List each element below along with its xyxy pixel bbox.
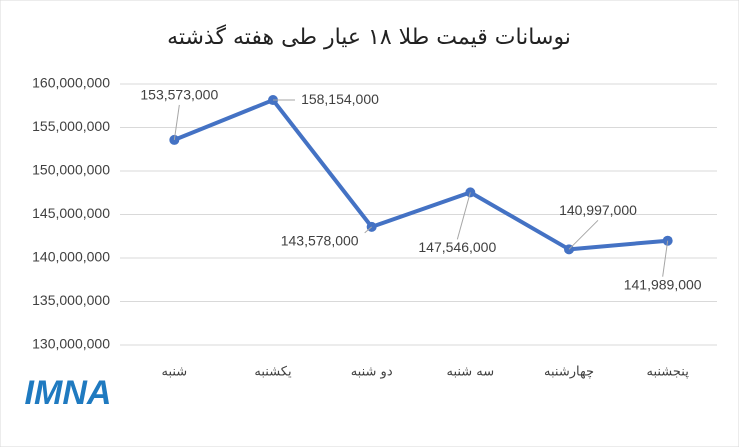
data-label: 140,997,000	[559, 202, 637, 218]
data-label: 143,578,000	[281, 233, 359, 249]
leader-line	[456, 192, 471, 240]
leader-line	[662, 240, 669, 277]
logo: IMNA	[25, 374, 112, 412]
series-line	[173, 98, 668, 252]
y-tick-label: 145,000,000	[32, 205, 110, 221]
leader-line	[568, 219, 599, 250]
data-label: 153,573,000	[140, 87, 218, 103]
x-tick-label: یکشنبه	[254, 365, 292, 380]
y-tick-label: 140,000,000	[32, 249, 110, 265]
y-tick-label: 150,000,000	[32, 162, 110, 178]
y-tick-label: 155,000,000	[32, 118, 110, 134]
y-tick-label: 135,000,000	[32, 292, 110, 308]
y-tick-label: 160,000,000	[32, 75, 110, 91]
x-tick-label: شنبه	[161, 365, 187, 380]
data-label: 158,154,000	[301, 91, 379, 107]
x-tick-label: پنجشنبه	[646, 365, 689, 380]
x-tick-label: سه شنبه	[446, 365, 494, 380]
x-tick-label: چهارشنبه	[544, 365, 594, 380]
data-label: 141,989,000	[624, 276, 702, 292]
chart-title: نوسانات قیمت طلا ۱۸ عیار طی هفته گذشته	[167, 24, 571, 50]
leader-line	[364, 226, 372, 234]
x-tick-label: دو شنبه	[351, 365, 393, 380]
data-label: 147,546,000	[418, 239, 496, 255]
leader-line	[173, 104, 180, 140]
y-tick-label: 130,000,000	[32, 336, 110, 352]
